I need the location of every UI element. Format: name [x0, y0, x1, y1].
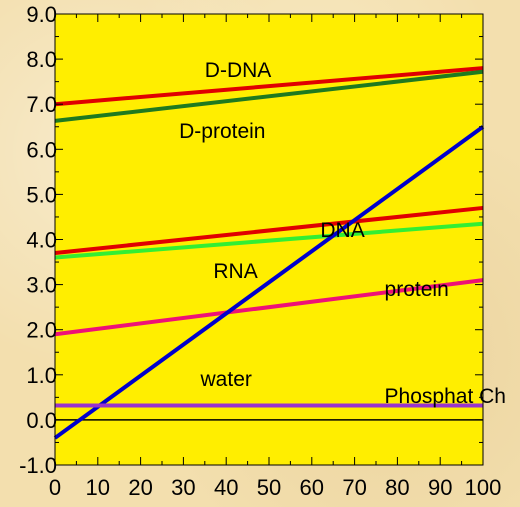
y-tick-label: 3.0	[26, 273, 57, 298]
x-tick-label: 0	[49, 475, 61, 500]
series-label-rna: RNA	[213, 260, 257, 283]
series-label-water: water	[200, 368, 252, 391]
series-line-d-protein	[54, 69, 484, 123]
y-tick-label: 5.0	[26, 182, 57, 207]
y-tick-label: 2.0	[26, 318, 57, 343]
x-tick-label: 20	[128, 475, 152, 500]
x-tick-label: 50	[257, 475, 281, 500]
y-tick-label: 7.0	[26, 92, 57, 117]
y-tick-label: 6.0	[26, 137, 57, 162]
tick-layer: -1.0 0.0 1.0 2.0 3.0 4.0 5.0 6.0 7.0 8.0 9.0 0 10 20 3…	[19, 2, 501, 500]
series-label-dna: DNA	[320, 219, 364, 242]
series-label-layer: D-DNA D-protein DNA RNA protein water Phosphat…	[179, 59, 506, 408]
y-tick-label: 0.0	[26, 408, 57, 433]
y-tick-label: 4.0	[26, 228, 57, 253]
y-tick-label: 1.0	[26, 363, 57, 388]
series-layer	[53, 66, 485, 440]
series-line-d-dna	[54, 66, 484, 107]
y-tick-label: 9.0	[26, 2, 57, 27]
series-line-protein	[54, 278, 484, 337]
series-line-dna	[54, 205, 484, 256]
x-tick-label: 40	[214, 475, 238, 500]
series-line-rna	[54, 221, 484, 260]
series-label-protein: protein	[385, 278, 449, 301]
x-tick-label: 10	[86, 475, 110, 500]
x-tick-label: 90	[428, 475, 452, 500]
x-tick-label: 60	[300, 475, 324, 500]
y-tick-label: 8.0	[26, 47, 57, 72]
series-label-d-protein: D-protein	[179, 120, 265, 143]
series-label-phosphat-ch: Phosphat Ch	[385, 385, 506, 408]
series-line-water	[53, 125, 485, 440]
y-tick-label: -1.0	[19, 453, 57, 478]
x-tick-label: 70	[342, 475, 366, 500]
x-tick-label: 100	[465, 475, 502, 500]
x-tick-label: 30	[171, 475, 195, 500]
x-tick-label: 80	[385, 475, 409, 500]
series-label-d-dna: D-DNA	[205, 59, 271, 82]
